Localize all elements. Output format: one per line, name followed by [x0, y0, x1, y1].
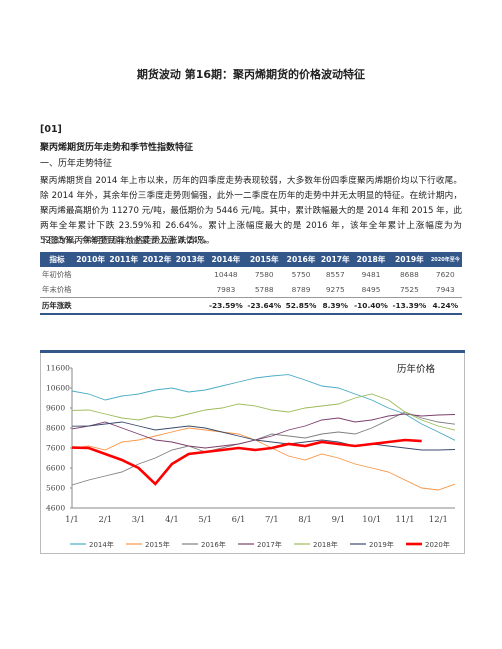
legend-label: 2020年 [425, 540, 450, 549]
header-cell: 2019年 [390, 252, 429, 267]
table-cell: 7943 [435, 285, 455, 294]
y-tick-label: 8600 [46, 424, 65, 433]
table-row: 历年涨跌 -23.59% -23.64% 52.85% 8.39% -10.40% -13.… [40, 297, 462, 315]
legend-label: 2019年 [369, 540, 394, 549]
heading: 聚丙烯期货历年走势和季节性指数特征 [40, 143, 194, 153]
table-cell [140, 297, 174, 315]
header-row: 指标 2010年 2011年 2012年 2013年 2014年 2015年 2016年 201… [40, 252, 462, 267]
table-cell [174, 267, 207, 282]
x-tick-label: 12/1 [429, 515, 448, 525]
legend-label: 2016年 [201, 540, 226, 549]
table-cell [107, 267, 140, 282]
x-tick-label: 4/1 [165, 515, 179, 525]
table-cell: 年末价格 [42, 285, 72, 294]
x-tick-label: 1/1 [65, 515, 79, 525]
y-tick-label: 5600 [46, 484, 65, 493]
y-tick-label: 9600 [46, 404, 65, 413]
intro: 下图为聚丙烯期货历年价格走势及涨跌情况。 [40, 236, 212, 246]
table-cell: 8557 [325, 270, 345, 279]
table-cell: 7983 [216, 285, 236, 294]
y-tick-label: 4600 [46, 504, 65, 513]
table-cell: 8789 [291, 285, 311, 294]
table-cell [140, 282, 173, 298]
table-cell: 9481 [361, 270, 381, 279]
x-tick-label: 5/1 [198, 515, 212, 525]
x-tick-label: 9/1 [332, 515, 346, 525]
table-cell [107, 297, 141, 315]
legend-label: 2014年 [89, 540, 114, 549]
table-cell: 5750 [291, 270, 311, 279]
table-cell: 8688 [399, 270, 419, 279]
header-cell: 2015年 [245, 252, 284, 267]
y-tick-label: 6600 [46, 464, 65, 473]
header-cell: 2010年 [74, 252, 108, 267]
header-cell: 2012年 [140, 252, 174, 267]
x-tick-label: 7/1 [265, 515, 279, 525]
table-row: 年初价格 10448 7580 5750 8557 9481 8688 7620 [40, 267, 462, 282]
doc-title: 期货波动 第16期：聚丙烯期货的价格波动特征 [136, 68, 366, 81]
series-line [71, 413, 456, 449]
table-cell: -23.64% [245, 297, 284, 315]
legend-label: 2017年 [257, 540, 282, 549]
x-tick-label: 2/1 [98, 515, 112, 525]
table-cell: 7620 [435, 270, 455, 279]
subheading: 一、历年走势特征 [40, 159, 113, 169]
legend-label: 2018年 [313, 540, 338, 549]
series-line [71, 427, 456, 491]
x-tick-label: 11/1 [395, 515, 414, 525]
x-tick-label: 3/1 [132, 515, 146, 525]
table-cell [74, 297, 108, 315]
table-cell: 10448 [214, 270, 238, 279]
table-cell: 52.85% [283, 297, 319, 315]
series-line [71, 438, 422, 486]
table-cell: -23.59% [206, 297, 246, 315]
price-table: 指标 2010年 2011年 2012年 2013年 2014年 2015年 2016年 201… [40, 252, 462, 315]
header-cell: 2017年 [318, 252, 352, 267]
series-line [71, 374, 456, 441]
table-row: 年末价格 7983 5788 8789 9275 8495 7525 7943 [40, 282, 462, 298]
table-cell [74, 267, 107, 282]
table-cell [173, 297, 207, 315]
chart-title: 历年价格 [397, 363, 436, 375]
series-line [71, 393, 456, 431]
table-cell: 4.24% [428, 297, 462, 315]
table-cell: 8495 [361, 285, 381, 294]
chart-top-bar [40, 350, 465, 353]
table-cell: 5788 [254, 285, 274, 294]
y-tick-label: 11600 [46, 364, 70, 373]
header-cell: 指标 [40, 252, 75, 267]
y-tick-label: 10600 [46, 384, 70, 393]
table-cell: -13.39% [390, 297, 429, 315]
table-cell: 8.39% [318, 297, 352, 315]
chart: 历年价格 4600 5600 6600 7600 8600 9600 10600 11600 1… [40, 350, 465, 554]
table-cell [174, 282, 207, 298]
header-cell: 2014年 [206, 252, 246, 267]
x-tick-label: 8/1 [298, 515, 312, 525]
x-tick-label: 6/1 [232, 515, 246, 525]
x-tick-label: 10/1 [362, 515, 381, 525]
table-cell: -10.40% [351, 297, 391, 315]
section-tag: [01] [40, 124, 62, 135]
table-cell [74, 282, 107, 298]
table-cell: 7525 [399, 285, 419, 294]
header-cell: 2018年 [351, 252, 391, 267]
table-cell: 年初价格 [42, 270, 72, 279]
table-cell: 9275 [325, 285, 345, 294]
y-tick-label: 7600 [46, 444, 65, 453]
paragraph: 聚丙烯期货自 2014 年上市以来，历年的四季度走势表现较弱，大多数年份四季度聚… [40, 176, 462, 246]
header-cell: 2020年至今 [428, 252, 462, 267]
table-cell: 7580 [254, 270, 274, 279]
series-line [71, 421, 456, 451]
legend-label: 2015年 [145, 540, 170, 549]
table-cell [107, 282, 140, 298]
table-cell [140, 267, 173, 282]
header-cell: 2016年 [283, 252, 319, 267]
table-cell: 历年涨跌 [40, 297, 75, 315]
header-cell: 2013年 [173, 252, 207, 267]
header-cell: 2011年 [107, 252, 141, 267]
